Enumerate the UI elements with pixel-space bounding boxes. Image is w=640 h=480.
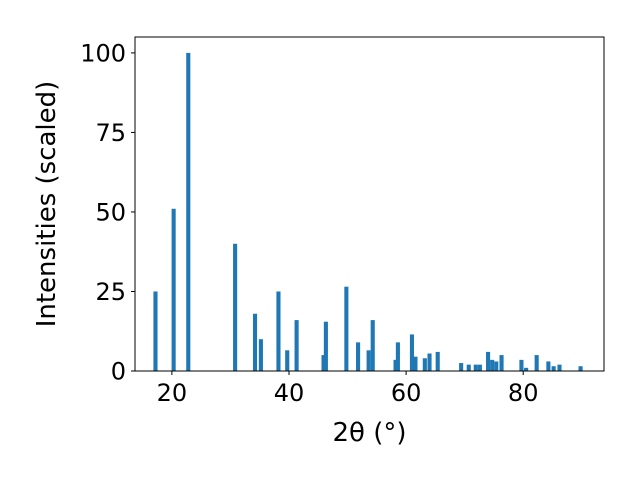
bar: [252, 313, 258, 371]
bar: [477, 364, 482, 371]
bar: [393, 359, 398, 371]
y-axis: 0 25 50 75 100: [80, 39, 135, 386]
bar: [494, 361, 499, 371]
bar: [276, 291, 281, 371]
bar: [395, 342, 400, 371]
bar: [323, 321, 328, 371]
y-tick-label: 75: [95, 119, 126, 147]
y-tick-label: 25: [95, 278, 126, 306]
bar: [519, 359, 524, 371]
bar: [409, 334, 414, 371]
y-axis-label: Intensities (scaled): [32, 81, 62, 328]
bar: [578, 366, 583, 371]
bar: [294, 320, 299, 371]
bar: [486, 351, 491, 371]
bar: [153, 291, 158, 371]
bar: [490, 359, 495, 371]
x-tick-label: 20: [157, 379, 188, 407]
y-tick-label: 0: [111, 358, 126, 386]
bar: [546, 361, 551, 371]
bar: [435, 351, 440, 371]
bar: [473, 364, 478, 371]
bar: [427, 353, 432, 371]
bar: [356, 342, 361, 371]
bar: [285, 350, 290, 371]
bar: [366, 350, 371, 371]
plot-frame: [134, 36, 605, 372]
bar: [459, 363, 464, 371]
x-tick-label: 60: [391, 379, 422, 407]
x-tick-label: 80: [508, 379, 539, 407]
bar: [344, 286, 349, 371]
bar: [422, 358, 427, 371]
bar: [499, 355, 504, 371]
x-axis: 20 40 60 80: [157, 371, 539, 407]
y-tick-label: 100: [80, 39, 126, 67]
bar: [258, 339, 263, 371]
bar: [557, 364, 562, 371]
bar: [551, 366, 556, 371]
bar: [534, 355, 539, 371]
bar: [233, 243, 238, 371]
bar: [524, 367, 529, 371]
bar: [370, 320, 375, 371]
y-tick-label: 50: [95, 198, 126, 226]
bar: [466, 364, 471, 371]
x-tick-label: 40: [274, 379, 305, 407]
bar: [413, 356, 418, 371]
bar: [321, 355, 326, 371]
bar: [171, 208, 176, 371]
bar: [186, 52, 191, 372]
bar-series: [153, 52, 583, 372]
x-axis-label: 2θ (°): [332, 418, 406, 448]
